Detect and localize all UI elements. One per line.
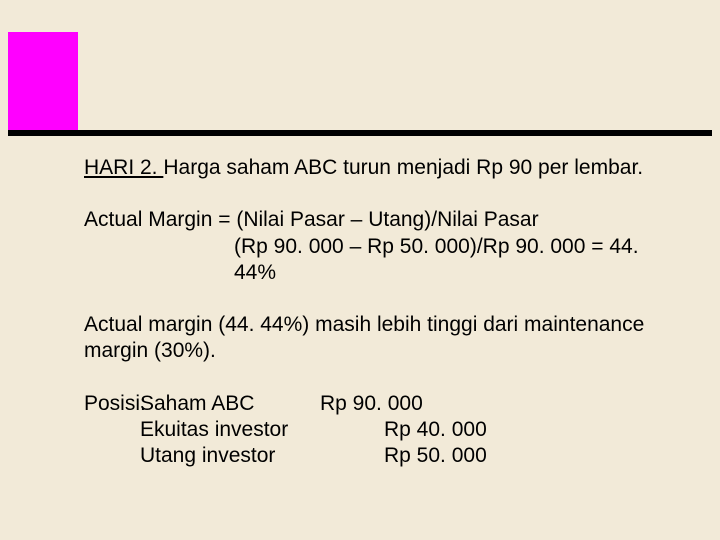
heading-text: Harga saham ABC turun menjadi Rp 90 per … <box>163 156 643 179</box>
posisi-item: Ekuitas investor <box>140 417 320 443</box>
heading-label: HARI 2. <box>84 156 163 179</box>
posisi-item: Utang investor <box>140 443 320 469</box>
posisi-label-empty <box>84 443 140 469</box>
posisi-label: Posisi: <box>84 391 140 417</box>
posisi-value: Rp 50. 000 <box>320 443 500 469</box>
accent-block <box>8 32 78 130</box>
posisi-row: Utang investor Rp 50. 000 <box>84 443 674 469</box>
posisi-row: Ekuitas investor Rp 40. 000 <box>84 417 674 443</box>
heading-paragraph: HARI 2. Harga saham ABC turun menjadi Rp… <box>84 155 674 181</box>
posisi-table: Posisi: Saham ABC Rp 90. 000 Ekuitas inv… <box>84 391 674 470</box>
posisi-label-empty <box>84 417 140 443</box>
posisi-value: Rp 40. 000 <box>320 417 500 443</box>
posisi-row: Posisi: Saham ABC Rp 90. 000 <box>84 391 674 417</box>
slide-content: HARI 2. Harga saham ABC turun menjadi Rp… <box>84 155 674 495</box>
horizontal-rule <box>8 130 712 136</box>
posisi-value: Rp 90. 000 <box>320 391 500 417</box>
actual-margin-formula: Actual Margin = (Nilai Pasar – Utang)/Ni… <box>84 207 674 233</box>
posisi-item: Saham ABC <box>140 391 320 417</box>
actual-margin-block: Actual Margin = (Nilai Pasar – Utang)/Ni… <box>84 207 674 286</box>
actual-margin-calc: (Rp 90. 000 – Rp 50. 000)/Rp 90. 000 = 4… <box>84 234 674 287</box>
comparison-text: Actual margin (44. 44%) masih lebih ting… <box>84 312 674 365</box>
